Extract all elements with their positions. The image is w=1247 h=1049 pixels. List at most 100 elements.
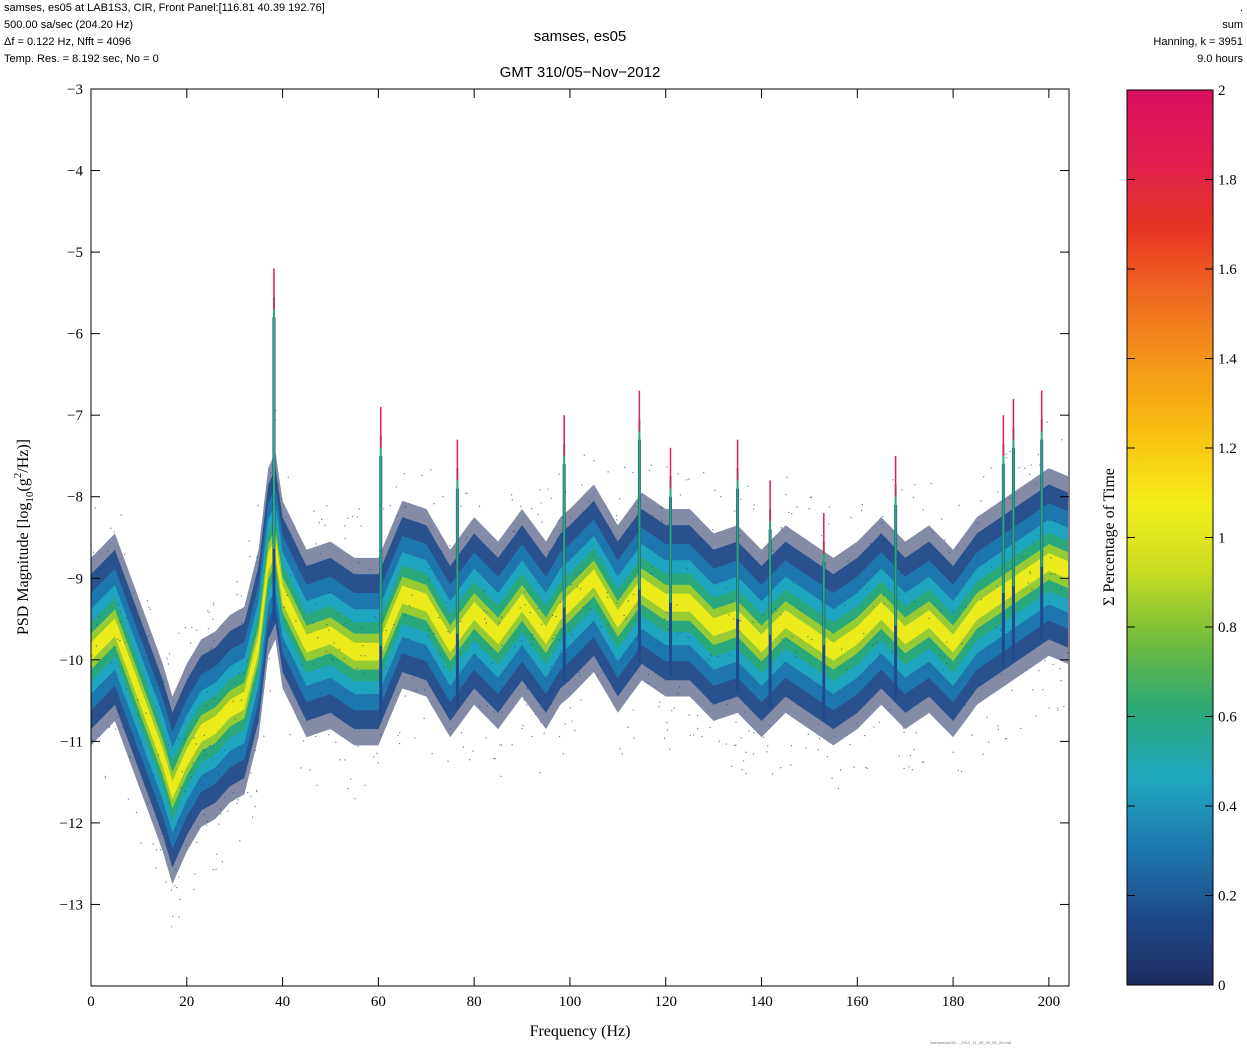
noise-speck bbox=[325, 650, 327, 653]
noise-speck bbox=[360, 525, 362, 527]
noise-speck bbox=[449, 728, 452, 730]
noise-speck bbox=[1032, 689, 1034, 691]
noise-speck bbox=[530, 644, 532, 646]
noise-speck bbox=[213, 604, 215, 606]
noise-speck bbox=[1054, 613, 1056, 615]
noise-speck bbox=[664, 737, 666, 739]
noise-speck bbox=[745, 751, 747, 753]
noise-speck bbox=[658, 706, 660, 708]
noise-speck bbox=[1067, 652, 1069, 654]
noise-speck bbox=[428, 568, 430, 570]
noise-speck bbox=[780, 614, 782, 616]
noise-speck bbox=[949, 552, 951, 554]
noise-speck bbox=[1030, 464, 1032, 466]
noise-speck bbox=[1057, 707, 1059, 709]
noise-speck bbox=[831, 777, 833, 779]
noise-speck bbox=[739, 535, 741, 537]
noise-speck bbox=[677, 692, 679, 695]
noise-speck bbox=[449, 544, 451, 547]
noise-speck bbox=[213, 697, 215, 700]
noise-speck bbox=[1035, 715, 1037, 717]
noise-speck bbox=[663, 618, 666, 620]
noise-speck bbox=[555, 615, 557, 618]
noise-speck bbox=[147, 649, 149, 651]
noise-speck bbox=[249, 556, 251, 558]
noise-speck bbox=[468, 682, 470, 684]
noise-speck bbox=[250, 772, 252, 774]
noise-speck bbox=[478, 705, 481, 707]
noise-speck bbox=[319, 552, 321, 554]
noise-speck bbox=[357, 745, 359, 747]
noise-speck bbox=[665, 611, 667, 613]
x-tick-label: 120 bbox=[654, 994, 677, 1010]
noise-speck bbox=[833, 606, 835, 608]
noise-speck bbox=[269, 690, 271, 692]
noise-speck bbox=[750, 691, 752, 694]
noise-speck bbox=[982, 753, 984, 755]
noise-speck bbox=[108, 725, 110, 727]
noise-speck bbox=[564, 723, 566, 725]
noise-speck bbox=[928, 617, 930, 620]
noise-speck bbox=[782, 564, 784, 566]
noise-speck bbox=[901, 489, 903, 491]
noise-speck bbox=[775, 551, 777, 553]
noise-speck bbox=[146, 784, 148, 786]
noise-speck bbox=[464, 539, 467, 541]
noise-speck bbox=[404, 506, 406, 508]
noise-speck bbox=[829, 591, 831, 593]
noise-speck bbox=[497, 568, 500, 570]
colorbar bbox=[1126, 89, 1214, 986]
noise-speck bbox=[623, 614, 625, 617]
noise-speck bbox=[900, 572, 902, 574]
noise-speck bbox=[255, 749, 257, 752]
noise-speck bbox=[718, 740, 720, 742]
noise-speck bbox=[781, 660, 783, 662]
noise-speck bbox=[1009, 497, 1011, 499]
noise-speck bbox=[289, 733, 291, 736]
noise-speck bbox=[185, 845, 187, 847]
noise-speck bbox=[901, 657, 903, 659]
noise-speck bbox=[869, 543, 871, 545]
noise-speck bbox=[107, 550, 109, 553]
noise-speck bbox=[986, 716, 988, 718]
noise-speck bbox=[753, 508, 755, 510]
noise-speck bbox=[430, 469, 432, 471]
noise-speck bbox=[701, 736, 703, 738]
noise-speck bbox=[328, 734, 330, 736]
noise-speck bbox=[303, 740, 305, 742]
noise-speck bbox=[980, 500, 982, 502]
noise-speck bbox=[619, 498, 621, 500]
noise-speck bbox=[205, 705, 208, 707]
noise-speck bbox=[650, 573, 652, 575]
noise-speck bbox=[1025, 669, 1027, 671]
noise-speck bbox=[648, 640, 650, 642]
noise-speck bbox=[946, 662, 948, 664]
noise-speck bbox=[377, 762, 379, 764]
noise-speck bbox=[828, 506, 831, 508]
noise-speck bbox=[766, 751, 768, 753]
noise-speck bbox=[374, 616, 376, 618]
noise-speck bbox=[891, 651, 894, 653]
noise-speck bbox=[224, 749, 226, 751]
noise-speck bbox=[318, 568, 320, 571]
noise-speck bbox=[208, 784, 210, 786]
noise-speck bbox=[983, 476, 985, 478]
noise-speck bbox=[254, 805, 256, 808]
noise-speck bbox=[952, 751, 954, 753]
noise-speck bbox=[195, 743, 197, 745]
noise-speck bbox=[997, 728, 999, 730]
noise-speck bbox=[212, 618, 214, 620]
noise-speck bbox=[155, 706, 157, 708]
y-axis-label: PSD Magnitude [log10(g2/Hz)] bbox=[12, 439, 36, 635]
noise-speck bbox=[479, 680, 482, 682]
noise-speck bbox=[240, 652, 242, 655]
noise-speck bbox=[1006, 457, 1008, 459]
noise-speck bbox=[489, 647, 491, 649]
noise-speck bbox=[625, 618, 627, 620]
noise-speck bbox=[468, 565, 470, 567]
noise-speck bbox=[1060, 588, 1062, 590]
noise-speck bbox=[206, 691, 209, 693]
noise-speck bbox=[569, 629, 571, 632]
noise-speck bbox=[104, 777, 107, 779]
